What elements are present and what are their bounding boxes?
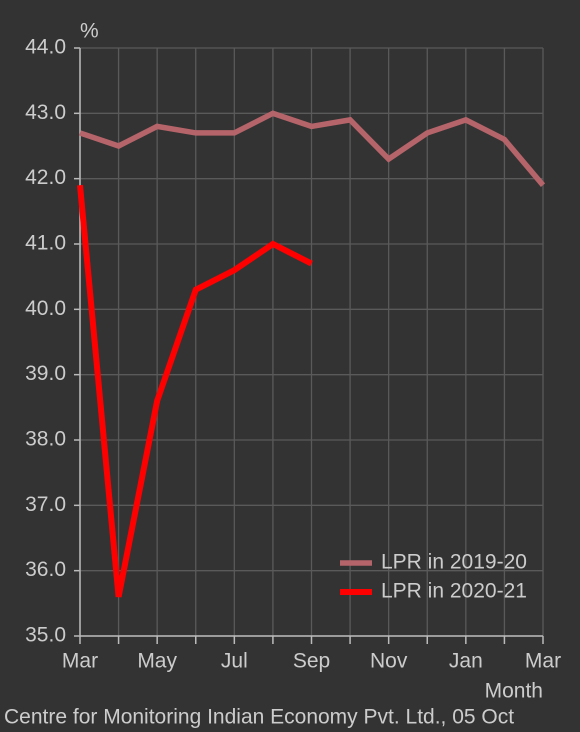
x-tick-label: Jul bbox=[221, 650, 248, 673]
y-tick-label: 41.0 bbox=[25, 232, 66, 255]
legend-label: LPR in 2019-20 bbox=[381, 551, 527, 574]
x-tick-label: Jan bbox=[449, 650, 483, 673]
y-tick-label: 35.0 bbox=[25, 624, 66, 647]
x-tick-label: Mar bbox=[525, 650, 561, 673]
series-line bbox=[77, 184, 313, 598]
x-axis-label: Month bbox=[485, 680, 543, 703]
y-tick-label: 36.0 bbox=[25, 558, 66, 581]
y-unit-label: % bbox=[80, 20, 99, 43]
x-tick-label: Sep bbox=[293, 650, 330, 673]
y-tick-label: 40.0 bbox=[25, 297, 66, 320]
y-tick-label: 44.0 bbox=[25, 36, 66, 59]
source: Centre for Monitoring Indian Economy Pvt… bbox=[4, 706, 514, 729]
series-line bbox=[79, 110, 546, 187]
x-tick-label: Nov bbox=[370, 650, 408, 673]
y-tick-label: 39.0 bbox=[25, 362, 66, 385]
y-tick-label: 42.0 bbox=[25, 166, 66, 189]
legend-label: LPR in 2020-21 bbox=[381, 580, 527, 603]
x-tick-label: Mar bbox=[62, 650, 98, 673]
y-tick-label: 38.0 bbox=[25, 428, 66, 451]
y-tick-label: 37.0 bbox=[25, 493, 66, 516]
y-tick-label: 43.0 bbox=[25, 101, 66, 124]
x-tick-label: May bbox=[137, 650, 177, 673]
